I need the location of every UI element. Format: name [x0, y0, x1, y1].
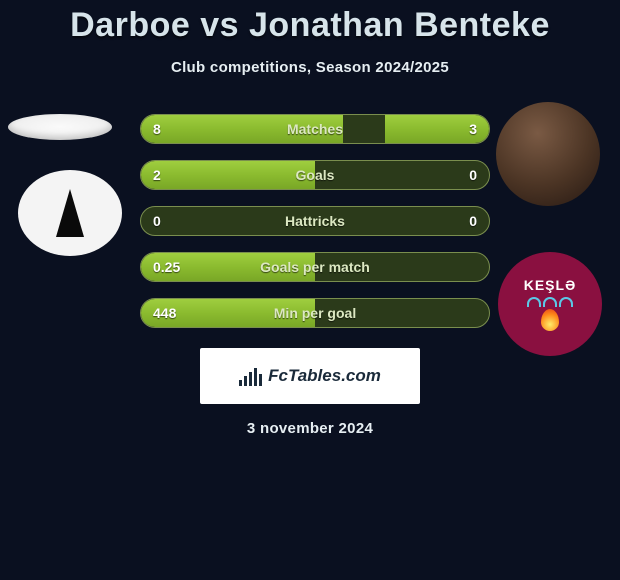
stat-value-left: 0 — [141, 213, 201, 229]
stat-value-left: 8 — [141, 121, 201, 137]
subtitle: Club competitions, Season 2024/2025 — [0, 59, 620, 76]
stat-label: Matches — [201, 121, 429, 137]
waves-icon — [527, 297, 573, 307]
stat-row: 448Min per goal — [140, 298, 490, 328]
vs-label: vs — [200, 6, 239, 44]
stat-row: 0.25Goals per match — [140, 252, 490, 282]
stat-row: 0Hattricks0 — [140, 206, 490, 236]
stat-label: Min per goal — [201, 305, 429, 321]
page-title: Darboe vs Jonathan Benteke — [0, 0, 620, 45]
stat-value-left: 448 — [141, 305, 201, 321]
brand-footer: FcTables.com — [200, 348, 420, 404]
stat-label: Goals per match — [201, 259, 429, 275]
stat-value-left: 2 — [141, 167, 201, 183]
stat-value-right: 3 — [429, 121, 489, 137]
comparison-panel: KEŞLƏ 8Matches32Goals00Hattricks00.25Goa… — [0, 114, 620, 437]
stat-label: Hattricks — [201, 213, 429, 229]
player1-name: Darboe — [70, 6, 190, 44]
player1-club-badge — [18, 170, 122, 256]
player2-name: Jonathan Benteke — [249, 6, 550, 44]
stats-bars: 8Matches32Goals00Hattricks00.25Goals per… — [140, 114, 490, 328]
flame-icon — [541, 309, 559, 331]
stat-value-right: 0 — [429, 167, 489, 183]
oil-derrick-icon — [56, 189, 84, 237]
brand-name: FcTables.com — [268, 366, 381, 386]
player1-avatar — [8, 114, 112, 140]
stat-row: 2Goals0 — [140, 160, 490, 190]
club-badge-text: KEŞLƏ — [524, 277, 577, 293]
stat-row: 8Matches3 — [140, 114, 490, 144]
date-label: 3 november 2024 — [0, 420, 620, 437]
stat-value-right: 0 — [429, 213, 489, 229]
stat-value-left: 0.25 — [141, 259, 201, 275]
brand-logo-icon — [239, 366, 262, 386]
player2-club-badge: KEŞLƏ — [498, 252, 602, 356]
player2-avatar — [496, 102, 600, 206]
stat-label: Goals — [201, 167, 429, 183]
